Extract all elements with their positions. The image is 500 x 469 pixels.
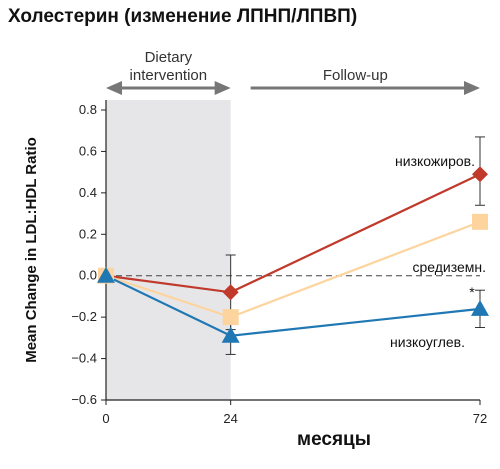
x-axis-label: месяцы: [297, 429, 371, 450]
square-marker: [472, 213, 488, 230]
y-tick-label: −0.6: [71, 392, 97, 407]
triangle-marker: [221, 326, 240, 343]
x-tick-label: 24: [223, 411, 237, 426]
dietary-intervention-shaded-region: [106, 100, 231, 400]
phase-arrow-head-right: [214, 81, 231, 95]
series-label: средиземн.: [412, 259, 486, 275]
phase-label: Dietary: [145, 49, 193, 66]
triangle-marker: [471, 299, 489, 316]
phase-label: Follow-up: [323, 67, 388, 84]
y-tick-label: 0.6: [79, 143, 97, 158]
y-tick-label: −0.2: [71, 309, 97, 324]
x-axis: 0 24 72: [102, 399, 487, 426]
square-marker: [222, 309, 239, 326]
y-axis-label: Mean Change in LDL:HDL Ratio: [23, 137, 40, 363]
series-group: низкожиров. средиземн. низкоуглев. *: [97, 136, 489, 355]
y-tick-label: 0.0: [79, 268, 97, 283]
y-tick-label: 0.8: [79, 102, 97, 117]
triangle-marker: [97, 266, 115, 283]
phase-label: intervention: [130, 67, 208, 84]
x-tick-label: 0: [102, 411, 109, 426]
y-tick-label: −0.4: [71, 351, 97, 366]
series-label: низкожиров.: [395, 153, 475, 169]
y-axis: −0.6 −0.4 −0.2 0.0 0.2 0.4 0.6 0.8: [71, 100, 107, 407]
y-tick-label: 0.4: [79, 185, 97, 200]
y-tick-label: 0.2: [79, 226, 97, 241]
phase-arrow-head-right: [464, 81, 480, 95]
phase-arrow-head-left: [106, 81, 122, 95]
series-label: низкоуглев.: [390, 334, 465, 350]
diamond-marker: [222, 284, 239, 301]
chart-title: Холестерин (изменение ЛПНП/ЛПВП): [8, 6, 358, 27]
diamond-marker: [472, 166, 488, 183]
significance-asterisk: *: [469, 284, 475, 300]
x-tick-label: 72: [473, 411, 487, 426]
